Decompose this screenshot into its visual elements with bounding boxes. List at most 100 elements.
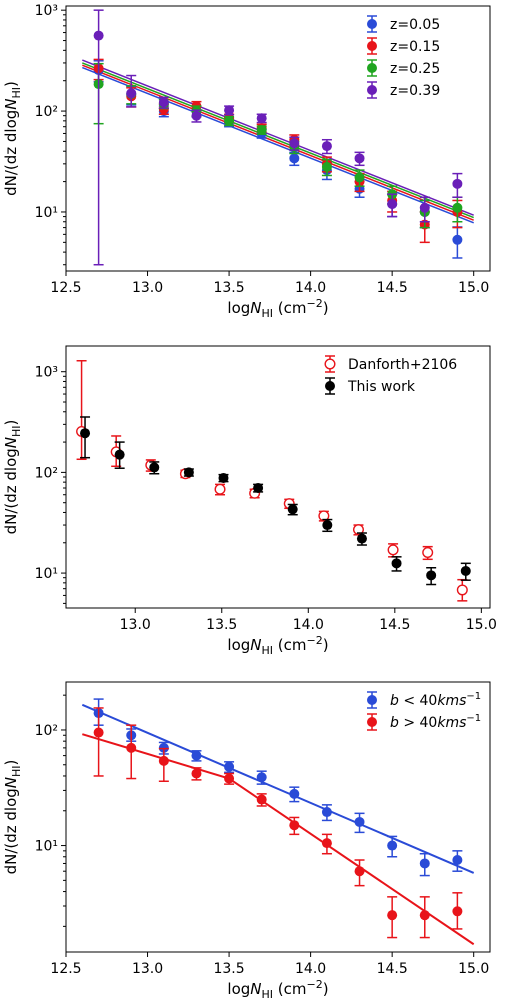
data-point <box>387 840 398 851</box>
data-point <box>452 202 463 213</box>
data-point <box>191 750 202 761</box>
data-point <box>224 761 235 772</box>
data-point <box>387 198 398 209</box>
data-point <box>318 510 330 522</box>
y-tick-label: 10¹ <box>35 205 58 221</box>
fit-line <box>82 733 475 946</box>
plot-area <box>76 359 471 602</box>
data-point <box>93 727 104 738</box>
legend-label: z=0.15 <box>390 39 440 55</box>
data-point <box>321 838 332 849</box>
data-point <box>352 524 364 536</box>
x-tick-label: 13.0 <box>132 280 163 296</box>
x-tick-label: 14.0 <box>295 280 326 296</box>
x-tick-label: 14.5 <box>379 617 410 633</box>
data-point <box>456 584 468 596</box>
data-point <box>287 504 298 515</box>
data-point <box>452 234 463 245</box>
x-tick-label: 13.5 <box>206 617 237 633</box>
legend-marker <box>367 695 377 705</box>
data-point <box>419 202 430 213</box>
data-point <box>158 755 169 766</box>
plot-frame <box>65 345 491 609</box>
legend-label: b > 40kms−1 <box>390 713 481 731</box>
x-tick-label: 14.0 <box>293 617 324 633</box>
y-tick-label: 10³ <box>35 365 58 381</box>
legend-label: z=0.39 <box>390 83 440 99</box>
data-point <box>321 141 332 152</box>
data-point <box>419 910 430 921</box>
data-point <box>419 858 430 869</box>
data-point <box>452 906 463 917</box>
legend-marker <box>367 19 377 29</box>
x-tick-label: 12.5 <box>50 961 81 977</box>
data-point <box>224 773 235 784</box>
data-point <box>356 533 367 544</box>
x-tick-label: 15.0 <box>458 280 489 296</box>
y-axis-label: dN/(dz dlogNHI) <box>2 760 23 875</box>
legend: b < 40kms−1 b > 40kms−1 <box>367 691 481 731</box>
x-axis-label: logNHI (cm−2) <box>227 297 328 320</box>
data-point <box>256 113 267 124</box>
legend-marker <box>324 358 336 370</box>
y-tick-label: 10³ <box>35 3 58 19</box>
y-axis-label: dN/(dz dlogNHI) <box>2 81 23 196</box>
panel-middle-chart: 13.0 13.5 14.0 14.5 15.0 10¹ 10² 10³ logNHI (cm−… <box>2 345 497 657</box>
legend: Danforth+2106 This work <box>324 355 457 395</box>
x-axis-label: logNHI (cm−2) <box>227 978 328 1001</box>
legend-marker <box>367 85 377 95</box>
fit-line <box>81 703 475 874</box>
data-point <box>289 788 300 799</box>
data-point <box>426 570 437 581</box>
data-point <box>289 153 300 164</box>
legend-label: z=0.25 <box>390 61 440 77</box>
legend-label: z=0.05 <box>390 17 440 33</box>
data-point <box>191 768 202 779</box>
data-point <box>391 558 402 569</box>
data-point <box>289 820 300 831</box>
y-tick-label: 10² <box>35 104 58 120</box>
data-point <box>387 544 399 556</box>
y-tick-label: 10² <box>35 465 58 481</box>
data-point <box>214 483 226 495</box>
fit-line <box>82 62 474 219</box>
data-point <box>256 124 267 135</box>
legend-marker <box>325 381 335 391</box>
y-axis-label: dN/(dz dlogNHI) <box>2 420 23 535</box>
data-point <box>460 565 471 576</box>
data-point <box>218 472 229 483</box>
legend-label: Danforth+2106 <box>348 357 457 373</box>
plot-frame <box>65 681 491 953</box>
legend-marker <box>367 63 377 73</box>
data-point <box>452 855 463 866</box>
legend-marker <box>367 717 377 727</box>
fit-line <box>82 64 474 221</box>
data-point <box>256 794 267 805</box>
data-point <box>321 161 332 172</box>
data-point <box>452 178 463 189</box>
data-point <box>158 97 169 108</box>
data-point <box>224 115 235 126</box>
data-point <box>126 742 137 753</box>
fit-line <box>82 66 474 224</box>
legend-label: This work <box>347 379 416 395</box>
data-point <box>149 462 160 473</box>
data-point <box>354 153 365 164</box>
x-axis-label: logNHI (cm−2) <box>227 634 328 657</box>
x-tick-label: 13.0 <box>120 617 151 633</box>
panel-top-chart: 12.5 13.0 13.5 14.0 14.5 15.0 10¹ 10² 10³ logNHI … <box>2 3 491 320</box>
x-tick-label: 14.5 <box>377 961 408 977</box>
legend-marker <box>367 41 377 51</box>
y-tick-label: 10² <box>35 723 58 739</box>
data-point <box>354 816 365 827</box>
data-point <box>289 138 300 149</box>
data-point <box>322 520 333 531</box>
data-point <box>114 449 125 460</box>
x-tick-label: 15.0 <box>458 961 489 977</box>
legend-label: b < 40kms−1 <box>390 691 481 709</box>
data-point <box>354 866 365 877</box>
data-point <box>321 807 332 818</box>
legend: z=0.05 z=0.15 z=0.25 z=0.39 <box>367 15 440 99</box>
data-point <box>126 88 137 99</box>
x-tick-label: 13.5 <box>213 961 244 977</box>
